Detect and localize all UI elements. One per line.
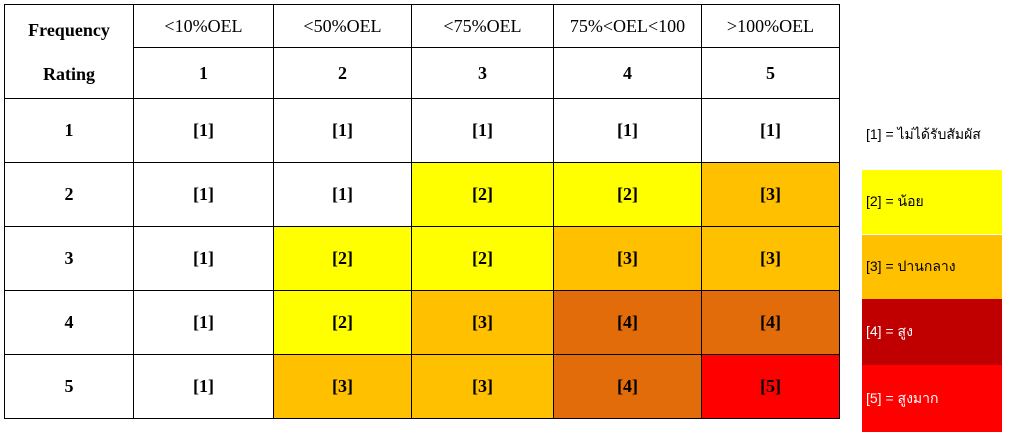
risk-cell: [4] — [553, 354, 702, 419]
legend-item: [3] = ปานกลาง — [862, 235, 1002, 299]
legend-item-label: [4] = สูง — [866, 323, 913, 339]
risk-cell: [5] — [701, 354, 840, 419]
condition-header: <50%OEL — [273, 4, 412, 48]
matrix-body: 1 [1] [1] [1] [1] [1] 2 [1] [1] [2] [2] [3] 3 [1] [2][… — [4, 98, 840, 419]
risk-cell: [1] — [133, 290, 274, 355]
risk-cell: [3] — [701, 226, 840, 291]
legend-item-label: [1] = ไม่ได้รับสัมผัส — [866, 126, 981, 142]
risk-cell: [3] — [701, 162, 840, 227]
risk-cell: [2] — [411, 226, 554, 291]
risk-matrix-table: Frequency Rating <10%OEL <50%OEL <75%OEL… — [4, 4, 840, 419]
table-row: 2 [1] [1] [2] [2] [3] — [4, 162, 840, 227]
risk-cell: [1] — [133, 226, 274, 291]
condition-header: <10%OEL — [133, 4, 274, 48]
frequency-label: Frequency — [28, 19, 110, 40]
legend-item-label: [5] = สูงมาก — [866, 389, 939, 406]
legend-item: [1] = ไม่ได้รับสัมผัส — [862, 102, 1002, 168]
risk-cell: [1] — [273, 98, 412, 163]
risk-cell: [2] — [273, 226, 412, 291]
table-row: 4 [1] [2] [3] [4] [4] — [4, 290, 840, 355]
risk-cell: [3] — [553, 226, 702, 291]
row-frequency-label: 4 — [4, 290, 134, 355]
header-row-ratings: 1 2 3 4 5 — [5, 47, 840, 99]
risk-cell: [2] — [411, 162, 554, 227]
rating-header: 1 — [133, 47, 274, 99]
corner-header: Frequency Rating — [4, 4, 134, 99]
legend-item-label: [3] = ปานกลาง — [866, 258, 956, 274]
risk-cell: [1] — [553, 98, 702, 163]
rating-header: 2 — [273, 47, 412, 99]
table-row: 1 [1] [1] [1] [1] [1] — [4, 98, 840, 163]
condition-header: <75%OEL — [411, 4, 554, 48]
row-frequency-label: 5 — [4, 354, 134, 419]
rating-header: 4 — [553, 47, 702, 99]
condition-header: >100%OEL — [701, 4, 840, 48]
legend-item-label: [2] = น้อย — [866, 193, 924, 209]
table-row: 5 [1] [3] [3] [4] [5] — [4, 354, 840, 419]
risk-cell: [4] — [701, 290, 840, 355]
risk-cell: [1] — [133, 162, 274, 227]
row-frequency-label: 2 — [4, 162, 134, 227]
rating-header: 3 — [411, 47, 554, 99]
risk-cell: [1] — [701, 98, 840, 163]
row-frequency-label: 1 — [4, 98, 134, 163]
risk-cell: [1] — [411, 98, 554, 163]
risk-cell: [2] — [273, 290, 412, 355]
condition-header: 75%<OEL<100 — [553, 4, 702, 48]
risk-cell: [3] — [273, 354, 412, 419]
risk-cell: [3] — [411, 290, 554, 355]
risk-cell: [3] — [411, 354, 554, 419]
risk-cell: [1] — [273, 162, 412, 227]
header-row-conditions: Frequency Rating <10%OEL <50%OEL <75%OEL… — [4, 4, 840, 99]
risk-cell: [1] — [133, 354, 274, 419]
rating-header: 5 — [701, 47, 840, 99]
row-frequency-label: 3 — [4, 226, 134, 291]
legend-item: [5] = สูงมาก — [862, 365, 1002, 432]
legend-item: [4] = สูง — [862, 299, 1002, 365]
risk-cell: [2] — [553, 162, 702, 227]
rating-label: Rating — [42, 63, 95, 84]
risk-cell: [1] — [133, 98, 274, 163]
legend-item: [2] = น้อย — [862, 170, 1002, 234]
risk-cell: [4] — [553, 290, 702, 355]
table-row: 3 [1] [2] [2] [3] [3] — [4, 226, 840, 291]
